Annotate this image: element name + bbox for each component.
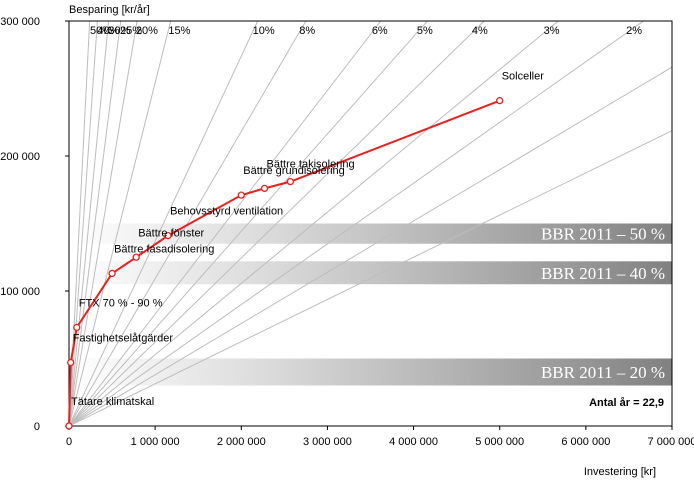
bbr-band-3 — [69, 358, 672, 386]
rate-line-0 — [69, 21, 91, 426]
point-label-1: Fastighetselåtgärder — [73, 333, 174, 345]
rate-label-9: 5% — [417, 25, 433, 37]
rate-label-3: 25% — [120, 25, 142, 37]
rate-label-6: 10% — [253, 25, 275, 37]
rate-line-1 — [69, 21, 98, 426]
point-label-0: Tätare klimatskal — [71, 396, 154, 408]
bbr-band-1 — [69, 223, 672, 244]
rate-label-4: 20% — [136, 25, 158, 37]
data-point-1 — [67, 358, 75, 367]
rate-line-9 — [69, 21, 428, 426]
rate-label-1: 40% — [98, 25, 120, 37]
y-tick-label-2: 200 000 — [0, 151, 40, 163]
x-tick-label-5: 5 000 000 — [475, 436, 524, 448]
point-label-8: Solceller — [502, 71, 545, 83]
rate-line-8 — [69, 21, 382, 426]
rate-label-7: 8% — [299, 25, 315, 37]
data-point-9 — [496, 97, 504, 105]
point-label-6: Bättre grundisolering — [243, 165, 345, 177]
series-line-0 — [68, 99, 501, 427]
point-label-4: Bättre fönster — [138, 227, 204, 239]
data-point-5 — [164, 231, 172, 240]
rate-label-11: 3% — [544, 25, 560, 37]
rate-line-4 — [69, 21, 138, 426]
data-point-7 — [260, 184, 269, 193]
data-point-4 — [132, 253, 140, 261]
data-point-2 — [73, 323, 81, 332]
rate-line-7 — [69, 21, 307, 426]
bbr-band-label-2: BBR 2011 – 40 % — [541, 264, 665, 283]
point-label-2: FTX 70 % - 90 % — [79, 297, 163, 309]
annotation-antal-ar: Antal år = 22,9 — [589, 397, 664, 409]
rate-line-11 — [69, 21, 559, 426]
y-tick-label-3: 300 000 — [0, 16, 40, 28]
x-tick-label-6: 6 000 000 — [561, 436, 610, 448]
rate-line-10 — [69, 21, 485, 426]
x-tick-label-7: 7 000 000 — [648, 436, 694, 448]
bbr-band-label-1: BBR 2011 – 50 % — [541, 225, 665, 244]
rate-label-8: 6% — [372, 25, 388, 37]
rate-label-0: 50% — [90, 25, 112, 37]
point-label-3: Bättre fasadisolering — [114, 243, 214, 255]
rate-label-12: 2% — [626, 25, 642, 37]
x-tick-label-2: 2 000 000 — [217, 436, 266, 448]
data-point-3 — [108, 269, 116, 278]
x-tick-label-0: 0 — [66, 436, 72, 448]
point-label-7: Bättre takisolering — [267, 158, 355, 170]
rate-line-14 — [69, 130, 672, 426]
data-point-6 — [237, 191, 245, 199]
rate-line-3 — [69, 21, 122, 426]
rate-line-5 — [69, 21, 172, 426]
bbr-band-label-3: BBR 2011 – 20 % — [541, 363, 665, 382]
x-axis-title: Investering [kr] — [584, 466, 656, 478]
rate-line-12 — [69, 21, 644, 426]
data-point-8 — [286, 177, 295, 186]
rate-label-10: 4% — [472, 25, 488, 37]
rate-line-2 — [69, 21, 110, 426]
rate-line-6 — [69, 21, 259, 426]
point-label-5: Behovsstyrd ventilation — [170, 206, 283, 218]
x-tick-label-3: 3 000 000 — [303, 436, 352, 448]
y-tick-label-0: 0 — [34, 421, 40, 433]
data-point-0 — [65, 422, 73, 430]
rate-label-2: 30% — [108, 25, 130, 37]
rate-label-5: 15% — [168, 25, 190, 37]
plot-frame — [68, 20, 673, 427]
rate-line-13 — [69, 66, 672, 426]
x-tick-label-4: 4 000 000 — [389, 436, 438, 448]
x-tick-label-1: 1 000 000 — [131, 436, 180, 448]
y-tick-label-1: 100 000 — [0, 286, 40, 298]
y-axis-title: Besparing [kr/år] — [69, 4, 150, 16]
